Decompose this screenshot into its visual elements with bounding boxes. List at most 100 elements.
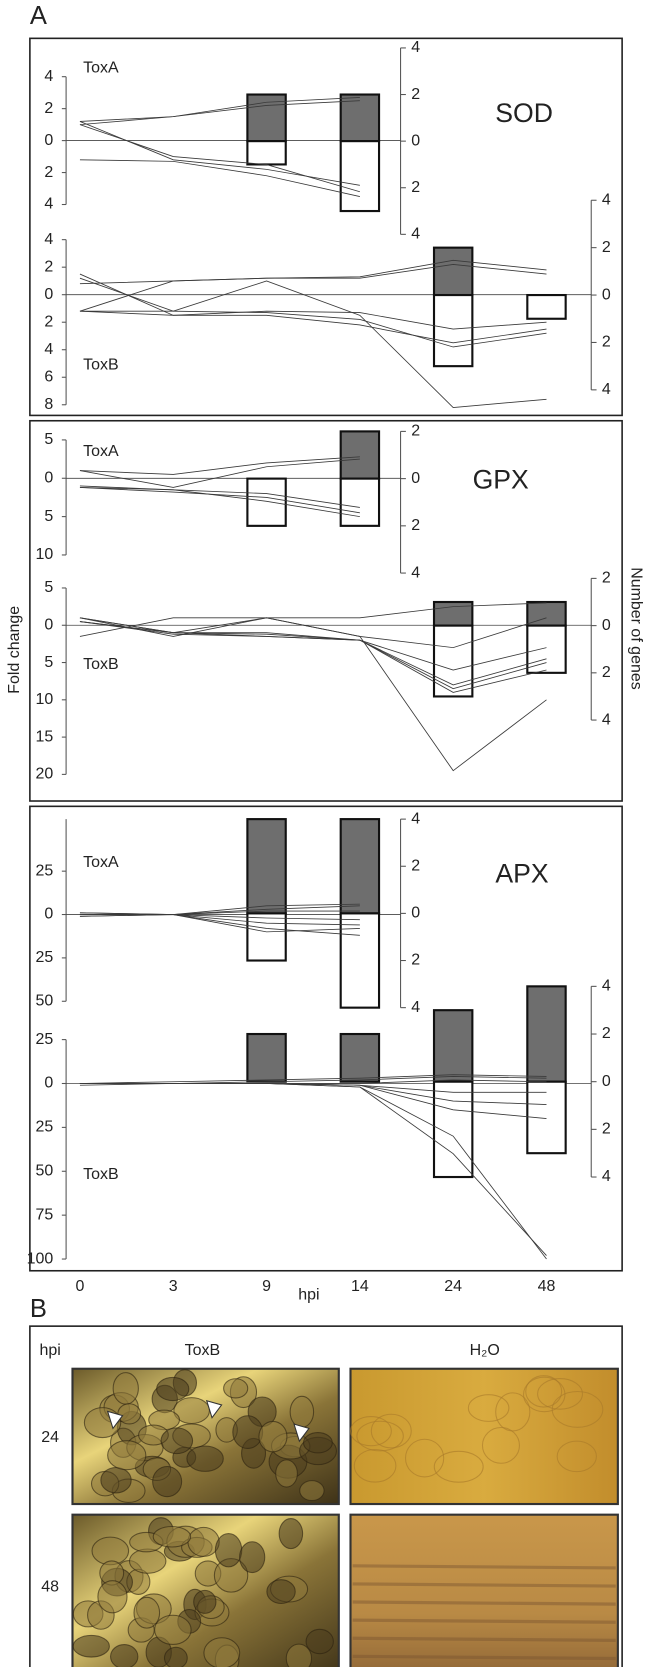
y2-tick-label: 2 <box>411 517 420 534</box>
gene-line <box>79 159 360 197</box>
gene-line <box>79 1074 547 1084</box>
streak <box>352 1636 616 1642</box>
y2-tick-label: 2 <box>602 239 611 256</box>
y-tick-label: 4 <box>44 68 53 85</box>
cell <box>278 1518 304 1550</box>
gene-line <box>79 1083 547 1260</box>
y2-tick-label: 2 <box>602 334 611 351</box>
y-tick-label: 0 <box>44 616 53 633</box>
toxin-label: ToxA <box>83 59 119 76</box>
y-tick-label: 2 <box>44 100 53 117</box>
row-header: hpi <box>39 1342 60 1359</box>
y-tick-label: 25 <box>36 1119 54 1136</box>
cell <box>133 1596 161 1629</box>
y-tick-label: 50 <box>36 1162 54 1179</box>
y2-tick-label: 2 <box>411 952 420 969</box>
gene-line <box>79 621 547 690</box>
gene-line <box>79 617 547 772</box>
cell <box>187 1526 220 1557</box>
panel-box <box>29 805 623 1272</box>
cell <box>128 1548 167 1574</box>
y2-tick-label: 2 <box>411 179 420 196</box>
cell <box>353 1448 397 1483</box>
y-tick-label: 10 <box>36 691 54 708</box>
down-bar <box>246 140 287 166</box>
cell <box>525 1375 563 1408</box>
down-bar <box>432 293 474 368</box>
x-tick-label: 0 <box>75 1278 84 1295</box>
y-tick-label: 0 <box>44 469 53 486</box>
y-tick-label: 100 <box>27 1250 54 1267</box>
cell <box>467 1394 510 1422</box>
toxin-label: ToxA <box>83 854 119 871</box>
gene-line <box>79 264 547 285</box>
y2-tick-label: 4 <box>602 978 611 995</box>
down-bar <box>339 140 381 213</box>
toxin-label: ToxB <box>83 656 119 673</box>
y2-axis-title: Number of genes <box>628 567 645 690</box>
enzyme-label: SOD <box>495 98 553 128</box>
cell <box>495 1392 531 1432</box>
arrowhead <box>106 1410 124 1430</box>
cell <box>107 1440 147 1471</box>
y-tick-label: 5 <box>44 654 53 671</box>
y-tick-label: 8 <box>44 396 53 413</box>
cell <box>285 1643 313 1667</box>
gene-line <box>79 1083 547 1105</box>
streak <box>352 1564 616 1570</box>
y-tick-label: 4 <box>44 196 53 213</box>
gene-line <box>79 912 360 921</box>
y-tick-label: 6 <box>44 368 53 385</box>
gene-line <box>79 1083 547 1093</box>
y2-tick-label: 2 <box>602 1025 611 1042</box>
y-tick-label: 10 <box>36 546 54 563</box>
up-bar <box>526 985 567 1083</box>
gene-line <box>79 914 360 933</box>
panel-box <box>29 37 623 417</box>
streak <box>352 1600 616 1606</box>
y-tick-label: 2 <box>44 313 53 330</box>
y2-tick-label: 4 <box>602 191 611 208</box>
cell <box>100 1466 132 1494</box>
cell <box>523 1376 566 1413</box>
cell <box>214 1533 243 1568</box>
y2-tick-label: 4 <box>411 810 420 827</box>
up-bar <box>339 93 381 143</box>
y-tick-label: 15 <box>36 728 54 745</box>
gene-line <box>79 458 360 488</box>
down-bar <box>526 624 567 674</box>
column-header: H₂O <box>470 1342 500 1359</box>
down-bar <box>526 293 567 320</box>
y-tick-label: 2 <box>44 164 53 181</box>
toxin-label: ToxB <box>83 1166 119 1183</box>
y-tick-label: 25 <box>36 862 54 879</box>
y-tick-label: 5 <box>44 508 53 525</box>
cell <box>117 1403 142 1425</box>
cell <box>266 1579 296 1605</box>
enzyme-label: APX <box>495 859 548 889</box>
y-tick-label: 75 <box>36 1206 54 1223</box>
y2-tick-label: 4 <box>411 564 420 581</box>
down-bar <box>246 477 287 527</box>
down-bar <box>432 624 474 698</box>
row-label: 48 <box>41 1578 59 1595</box>
gene-line <box>79 273 547 344</box>
cell <box>152 1525 192 1548</box>
cell <box>239 1541 266 1574</box>
toxin-label: ToxB <box>83 357 119 374</box>
y-tick-label: 0 <box>44 906 53 923</box>
gene-line <box>79 277 547 408</box>
gene-line <box>79 487 360 514</box>
up-bar <box>432 600 474 627</box>
micrographs <box>71 1367 619 1667</box>
cell <box>112 1372 139 1405</box>
panel-box <box>29 419 623 802</box>
cell <box>156 1376 190 1402</box>
cell <box>299 1480 325 1502</box>
y2-tick-label: 2 <box>602 1121 611 1138</box>
y2-tick-label: 0 <box>602 286 611 303</box>
up-bar <box>246 818 287 915</box>
y2-tick-label: 0 <box>411 905 420 922</box>
y-tick-label: 0 <box>44 132 53 149</box>
